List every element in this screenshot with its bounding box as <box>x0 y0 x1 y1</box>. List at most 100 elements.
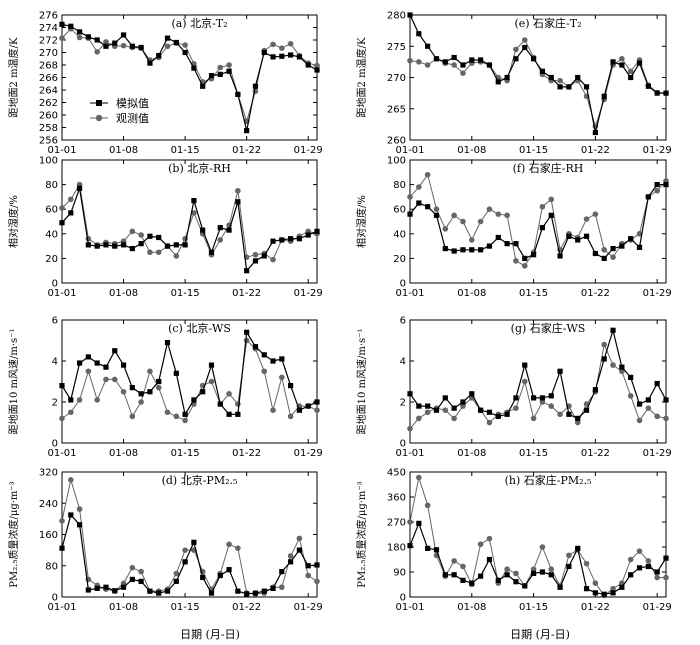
data-point-sim <box>557 253 563 259</box>
data-point-sim <box>478 573 484 579</box>
data-point-sim <box>478 57 484 63</box>
data-point-sim <box>270 585 276 592</box>
data-point-obs <box>486 535 493 542</box>
y-tick-label: 240 <box>39 499 58 510</box>
data-point-sim <box>305 62 311 68</box>
data-point-sim <box>478 407 484 413</box>
legend: 模拟值 观测值 <box>90 96 149 125</box>
data-point-sim <box>217 572 223 579</box>
series-line-obs <box>61 339 318 422</box>
data-point-sim <box>156 53 162 59</box>
data-point-sim <box>261 352 267 358</box>
data-point-obs <box>235 401 241 407</box>
y-tick-label: 274 <box>39 23 58 34</box>
data-point-obs <box>451 558 457 564</box>
data-point-sim <box>68 210 74 216</box>
data-point-sim <box>217 225 223 231</box>
data-point-sim <box>120 32 127 38</box>
data-point-sim <box>270 358 276 364</box>
data-point-sim <box>226 68 232 74</box>
x-tick-label: 01-01 <box>47 288 76 299</box>
data-point-sim <box>645 563 651 570</box>
data-point-sim <box>451 405 457 411</box>
data-point-obs <box>416 415 422 422</box>
plot-frame <box>61 319 318 444</box>
data-point-obs <box>67 409 74 416</box>
y-tick-label: 260 <box>387 136 406 147</box>
data-point-obs <box>424 62 431 68</box>
data-point-obs <box>513 46 519 53</box>
data-point-sim <box>539 395 546 401</box>
data-point-obs <box>270 41 276 48</box>
data-point-obs <box>416 474 422 481</box>
data-point-obs <box>76 506 83 512</box>
data-point-sim <box>469 57 475 63</box>
data-point-sim <box>252 258 259 264</box>
x-tick-label: 01-08 <box>457 288 486 299</box>
data-point-obs <box>416 184 422 190</box>
data-point-sim <box>636 244 643 250</box>
y-tick-label: 272 <box>39 36 58 47</box>
data-point-sim <box>663 397 669 403</box>
panel-d: 0 80 160 240 320 01-01 01-08 01-15 01-22 01-29 (d)… <box>7 468 323 614</box>
data-point-sim <box>636 565 643 571</box>
data-point-sim <box>112 588 118 594</box>
y-axis-label: 距地面10 m风速/m·s⁻¹ <box>355 329 368 435</box>
data-point-sim <box>425 204 431 210</box>
x-tick-label: 01-15 <box>519 448 548 459</box>
data-point-sim <box>156 378 162 385</box>
data-point-sim <box>628 236 634 242</box>
y-tick-label: 80 <box>45 180 58 191</box>
data-point-sim <box>279 569 285 575</box>
data-point-obs <box>451 212 457 219</box>
data-point-sim <box>208 362 215 368</box>
data-point-sim <box>513 395 519 401</box>
data-point-obs <box>182 547 188 553</box>
data-point-sim <box>522 362 528 368</box>
panel-g: 0 2 4 6 01-01 01-08 01-15 01-22 01-29 (g) 石家庄-WS 距… <box>355 316 672 460</box>
x-tick-label: 01-01 <box>395 602 424 613</box>
y-tick-label: 6 <box>52 316 58 327</box>
data-point-sim <box>592 387 598 393</box>
data-point-sim <box>583 84 590 90</box>
data-point-obs <box>261 368 268 375</box>
y-axis-label: 距地面2 m温度/K <box>7 37 20 117</box>
data-point-sim <box>147 588 153 594</box>
x-tick-label: 01-01 <box>395 288 424 299</box>
data-point-obs <box>610 585 616 592</box>
data-point-sim <box>279 53 285 59</box>
x-tick-label: 01-01 <box>395 448 424 459</box>
data-point-obs <box>636 417 643 424</box>
data-point-sim <box>539 569 546 575</box>
y-tick-label: 100 <box>387 156 406 167</box>
data-point-obs <box>305 572 312 579</box>
data-point-sim <box>94 360 100 366</box>
data-point-obs <box>120 42 127 49</box>
data-point-obs <box>495 211 502 217</box>
data-point-sim <box>654 182 660 188</box>
data-point-sim <box>261 588 267 594</box>
data-point-sim <box>654 380 660 387</box>
data-point-sim <box>182 49 188 56</box>
plot-frame <box>409 319 667 444</box>
data-point-sim <box>112 243 118 249</box>
data-point-sim <box>495 413 501 419</box>
data-point-sim <box>636 60 643 66</box>
data-point-obs <box>279 45 285 51</box>
data-point-sim <box>252 590 259 596</box>
data-point-sim <box>235 199 241 205</box>
data-point-obs <box>217 237 224 243</box>
data-point-sim <box>663 555 669 561</box>
data-point-obs <box>583 560 590 567</box>
data-point-sim <box>522 44 528 51</box>
data-point-sim <box>200 574 206 581</box>
data-point-obs <box>433 206 440 212</box>
data-point-obs <box>59 415 65 422</box>
data-point-sim <box>575 237 581 243</box>
data-point-sim <box>530 395 537 401</box>
data-point-obs <box>296 535 303 542</box>
data-point-sim <box>628 572 634 578</box>
y-axis-label: PM₂.₅质量浓度/μg·m⁻³ <box>355 481 368 587</box>
data-point-obs <box>539 203 546 210</box>
series-line-obs <box>409 173 667 267</box>
